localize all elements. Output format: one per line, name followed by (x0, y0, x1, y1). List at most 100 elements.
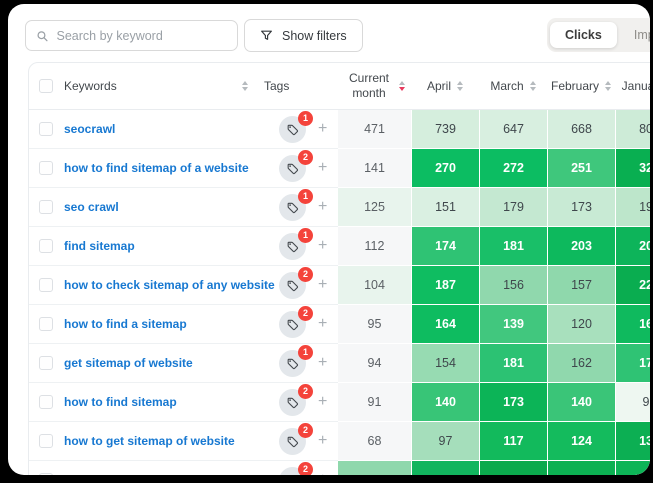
row-checkbox[interactable] (39, 200, 53, 214)
sort-icon-february[interactable] (605, 81, 611, 91)
add-tag-button[interactable]: + (318, 394, 327, 410)
row-checkbox[interactable] (39, 317, 53, 331)
show-filters-button[interactable]: Show filters (244, 19, 363, 52)
table-row: find sitemap 1 + 112 174 181 203 207 (29, 227, 650, 266)
tag-button[interactable]: 2 (279, 272, 306, 299)
tag-button[interactable]: 1 (279, 116, 306, 143)
heatmap-cell-march: 156 (479, 266, 547, 305)
row-checkbox[interactable] (39, 434, 53, 448)
keyword-link[interactable]: seo crawl (64, 200, 119, 214)
keyword-cell: seocrawl (29, 110, 256, 149)
table-row: get sitemap of website 1 + 94 154 181 16… (29, 344, 650, 383)
add-tag-button[interactable]: + (318, 121, 327, 137)
heatmap-cell-january: 326 (615, 149, 650, 188)
tag-button[interactable]: 2 (279, 389, 306, 416)
table-row: seo crawl 1 + 125 151 179 173 193 (29, 188, 650, 227)
heatmap-cell-april: 154 (411, 344, 479, 383)
tag-icon (286, 357, 299, 370)
table-row: how to get sitemap of website 2 + 68 97 … (29, 422, 650, 461)
keyword-link[interactable]: how to find sitemap (64, 395, 177, 409)
toggle-impressions[interactable]: Impressions (619, 22, 650, 48)
sort-icon-april[interactable] (457, 81, 463, 91)
current-month-cell: 125 (338, 188, 411, 227)
keyword-link[interactable]: get sitemap of website (64, 356, 193, 370)
sort-icon-keywords[interactable] (242, 81, 248, 91)
tag-icon (286, 123, 299, 136)
tag-button[interactable]: 2 (279, 467, 306, 476)
february-header-label: February (551, 79, 599, 93)
heatmap-cell-march: 179 (479, 188, 547, 227)
heatmap-cell-april: 270 (411, 149, 479, 188)
row-checkbox[interactable] (39, 473, 53, 475)
current-month-cell: 112 (338, 227, 411, 266)
keyword-link[interactable]: seocrawl (64, 122, 115, 136)
heatmap-cell-january: 97 (615, 383, 650, 422)
row-checkbox[interactable] (39, 161, 53, 175)
heatmap-cell-march: 117 (479, 422, 547, 461)
row-checkbox[interactable] (39, 395, 53, 409)
add-tag-button[interactable]: + (318, 238, 327, 254)
tags-cell: 2 + (256, 266, 338, 305)
keyword-link[interactable]: how to find a sitemap (64, 317, 187, 331)
current-month-cell: 91 (338, 383, 411, 422)
app-card: Show filters Clicks Impressions Keywords… (8, 4, 650, 475)
tags-cell: 1 + (256, 227, 338, 266)
add-tag-button[interactable]: + (318, 316, 327, 332)
tag-button[interactable]: 2 (279, 311, 306, 338)
current-month-cell (338, 461, 411, 475)
keyword-link[interactable]: how to get sitemap of website (64, 434, 235, 448)
keyword-cell: how to find a sitemap (29, 305, 256, 344)
table-row: how to find a sitemap 2 + 95 164 139 120… (29, 305, 650, 344)
sort-icon-march[interactable] (530, 81, 536, 91)
table-row: seocrawl 1 + 471 739 647 668 807 (29, 110, 650, 149)
tag-icon (286, 162, 299, 175)
heatmap-cell-march (479, 461, 547, 475)
add-tag-button[interactable]: + (318, 472, 327, 475)
row-checkbox[interactable] (39, 278, 53, 292)
keyword-cell: how to find sitemap of a website (29, 149, 256, 188)
row-checkbox[interactable] (39, 356, 53, 370)
table-body: seocrawl 1 + 471 739 647 668 807 how to … (29, 110, 650, 475)
sort-icon-current-month[interactable] (399, 81, 405, 91)
toggle-clicks[interactable]: Clicks (550, 22, 617, 48)
tag-count-badge: 2 (298, 150, 313, 165)
current-month-cell: 104 (338, 266, 411, 305)
march-header-label: March (490, 79, 523, 93)
heatmap-cell-april: 739 (411, 110, 479, 149)
table-row: how to find sitemap 2 + 91 140 173 140 9… (29, 383, 650, 422)
search-box (25, 20, 238, 51)
add-tag-button[interactable]: + (318, 160, 327, 176)
tag-button[interactable]: 1 (279, 350, 306, 377)
tag-button[interactable]: 1 (279, 194, 306, 221)
header-current-month: Current month (338, 71, 411, 101)
heatmap-cell-march: 181 (479, 344, 547, 383)
add-tag-button[interactable]: + (318, 199, 327, 215)
tags-cell: 2 + (256, 383, 338, 422)
tag-button[interactable]: 1 (279, 233, 306, 260)
row-checkbox[interactable] (39, 122, 53, 136)
select-all-checkbox[interactable] (39, 79, 53, 93)
add-tag-button[interactable]: + (318, 433, 327, 449)
tag-button[interactable]: 2 (279, 428, 306, 455)
tag-button[interactable]: 2 (279, 155, 306, 182)
tag-count-badge: 2 (298, 462, 313, 476)
keyword-cell: get sitemap of website (29, 344, 256, 383)
add-tag-button[interactable]: + (318, 355, 327, 371)
heatmap-cell-february: 251 (547, 149, 615, 188)
search-input[interactable] (57, 29, 228, 43)
tag-icon (286, 435, 299, 448)
keyword-link[interactable]: find sitemap (64, 239, 135, 253)
current-month-cell: 141 (338, 149, 411, 188)
keyword-link[interactable]: how to find sitemap of a website (64, 161, 249, 175)
add-tag-button[interactable]: + (318, 277, 327, 293)
tag-icon (286, 474, 299, 476)
keyword-link[interactable]: how to check sitemap of any website (64, 278, 275, 292)
table-row: how to find sitemap of a website 2 + 141… (29, 149, 650, 188)
keyword-cell: how to find sitemap (29, 383, 256, 422)
april-header-label: April (427, 79, 451, 93)
current-month-cell: 471 (338, 110, 411, 149)
heatmap-cell-april: 187 (411, 266, 479, 305)
row-checkbox[interactable] (39, 239, 53, 253)
current-month-cell: 94 (338, 344, 411, 383)
tags-cell: 2 + (256, 305, 338, 344)
